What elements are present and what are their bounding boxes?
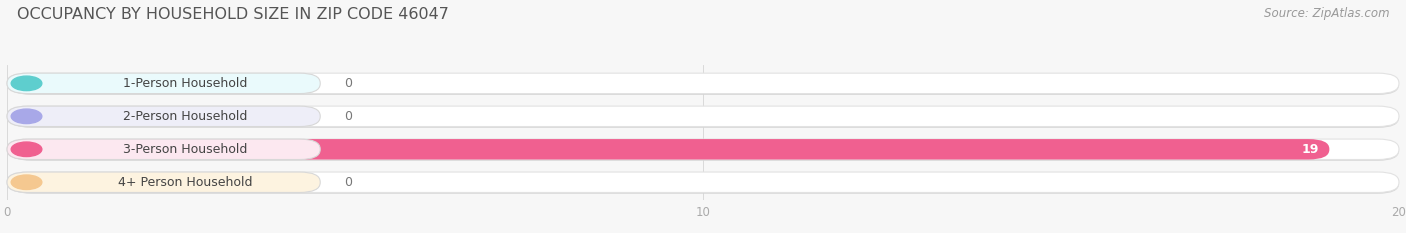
Text: 2-Person Household: 2-Person Household bbox=[122, 110, 247, 123]
FancyBboxPatch shape bbox=[7, 106, 321, 127]
FancyBboxPatch shape bbox=[7, 73, 321, 94]
Text: 0: 0 bbox=[344, 110, 353, 123]
Circle shape bbox=[11, 109, 42, 123]
FancyBboxPatch shape bbox=[7, 106, 1399, 127]
FancyBboxPatch shape bbox=[10, 75, 1399, 95]
FancyBboxPatch shape bbox=[7, 172, 321, 192]
Text: Source: ZipAtlas.com: Source: ZipAtlas.com bbox=[1264, 7, 1389, 20]
FancyBboxPatch shape bbox=[10, 140, 1399, 161]
Text: 0: 0 bbox=[344, 176, 353, 189]
Circle shape bbox=[11, 142, 42, 157]
FancyBboxPatch shape bbox=[10, 173, 1399, 194]
FancyBboxPatch shape bbox=[7, 73, 1399, 94]
FancyBboxPatch shape bbox=[7, 139, 321, 160]
FancyBboxPatch shape bbox=[7, 139, 1330, 160]
Text: 0: 0 bbox=[344, 77, 353, 90]
FancyBboxPatch shape bbox=[10, 107, 1399, 128]
Text: 4+ Person Household: 4+ Person Household bbox=[118, 176, 253, 189]
Text: OCCUPANCY BY HOUSEHOLD SIZE IN ZIP CODE 46047: OCCUPANCY BY HOUSEHOLD SIZE IN ZIP CODE … bbox=[17, 7, 449, 22]
FancyBboxPatch shape bbox=[7, 172, 1399, 192]
Circle shape bbox=[11, 175, 42, 189]
Text: 1-Person Household: 1-Person Household bbox=[122, 77, 247, 90]
Text: 19: 19 bbox=[1302, 143, 1319, 156]
Circle shape bbox=[11, 76, 42, 91]
FancyBboxPatch shape bbox=[7, 139, 1399, 160]
Text: 3-Person Household: 3-Person Household bbox=[122, 143, 247, 156]
